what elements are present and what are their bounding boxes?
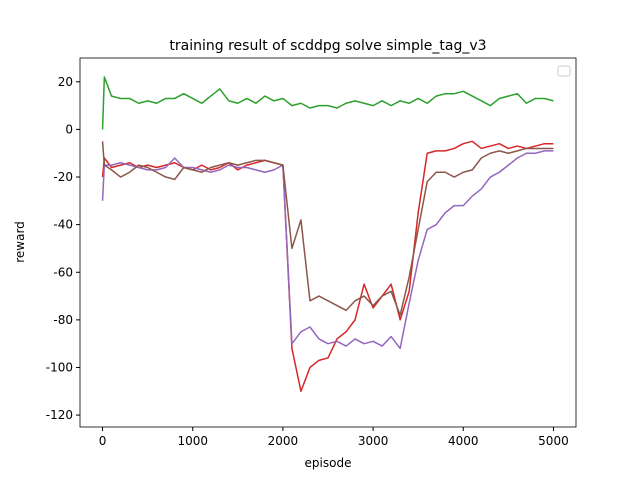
y-tick-label: -120 xyxy=(46,408,73,422)
x-tick-label: 4000 xyxy=(448,434,479,448)
x-tick-label: 1000 xyxy=(177,434,208,448)
x-tick-label: 3000 xyxy=(358,434,389,448)
series-line xyxy=(101,141,554,316)
y-axis-label: reward xyxy=(13,221,27,263)
y-tick-label: -80 xyxy=(53,313,73,327)
y-tick-label: 0 xyxy=(65,122,73,136)
y-tick-label: -100 xyxy=(46,360,73,374)
x-tick-label: 2000 xyxy=(268,434,299,448)
series-line xyxy=(101,150,554,350)
y-tick-label: -40 xyxy=(53,218,73,232)
series-line xyxy=(101,76,554,130)
y-tick-label: 20 xyxy=(58,75,73,89)
plot-frame xyxy=(79,57,577,428)
series-line xyxy=(101,140,554,393)
y-tick-label: -60 xyxy=(53,265,73,279)
y-tick-label: -20 xyxy=(53,170,73,184)
x-tick-label: 0 xyxy=(99,434,107,448)
x-axis-label: episode xyxy=(305,456,352,470)
legend-box xyxy=(557,65,571,77)
chart-title: training result of scddpg solve simple_t… xyxy=(169,38,486,54)
x-tick-label: 5000 xyxy=(538,434,569,448)
